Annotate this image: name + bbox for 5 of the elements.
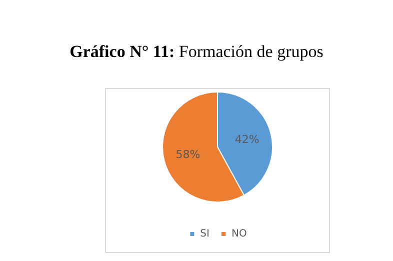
legend-label: NO	[231, 228, 247, 240]
chart-title: Gráfico N° 11: Formación de grupos	[68, 42, 324, 62]
legend-label: SI	[200, 228, 210, 240]
data-label: 58%	[176, 148, 200, 162]
data-label: 42%	[234, 132, 260, 146]
